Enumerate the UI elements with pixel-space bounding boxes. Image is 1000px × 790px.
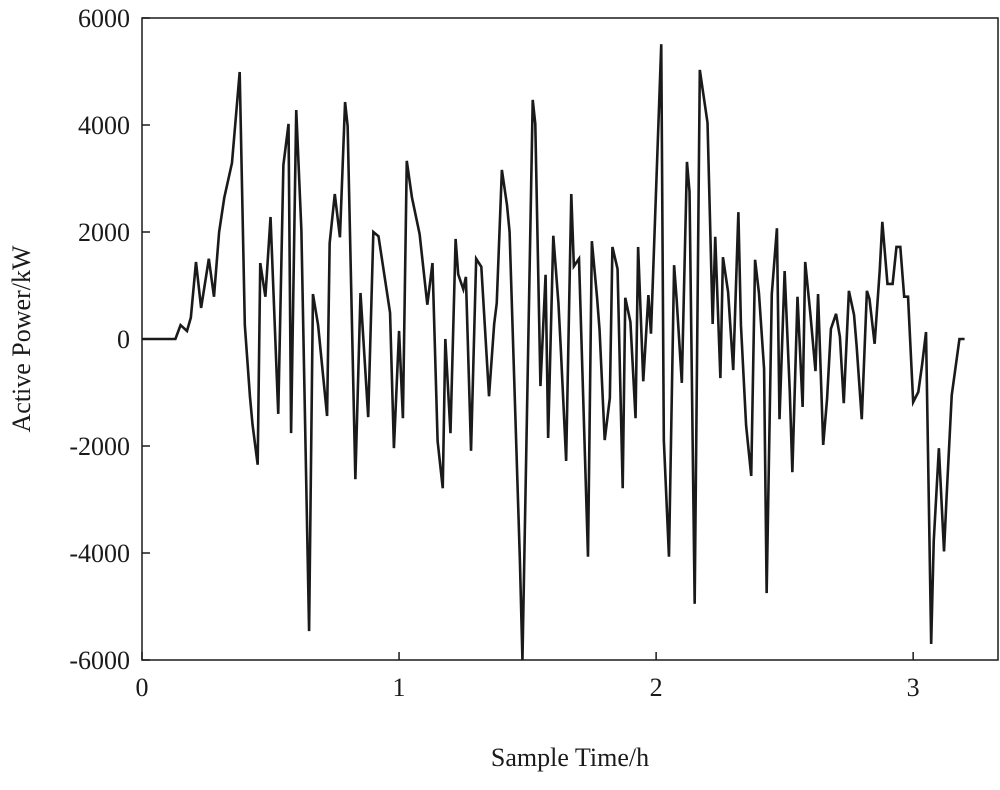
x-tick-label: 1 — [393, 673, 406, 702]
x-tick-label: 3 — [907, 673, 920, 702]
y-tick-label: 4000 — [78, 111, 130, 140]
y-tick-label: -4000 — [69, 539, 130, 568]
x-axis-label: Sample Time/h — [491, 743, 649, 772]
y-axis-label: Active Power/kW — [7, 245, 36, 432]
plot-frame — [141, 17, 999, 661]
y-tick-label: -2000 — [69, 432, 130, 461]
x-tick-label: 2 — [650, 673, 663, 702]
y-tick-label: -6000 — [69, 646, 130, 675]
data-line — [142, 44, 965, 661]
y-tick-label: 0 — [117, 325, 130, 354]
x-tick-label: 0 — [136, 673, 149, 702]
y-tick-label: 6000 — [78, 4, 130, 33]
y-tick-label: 2000 — [78, 218, 130, 247]
